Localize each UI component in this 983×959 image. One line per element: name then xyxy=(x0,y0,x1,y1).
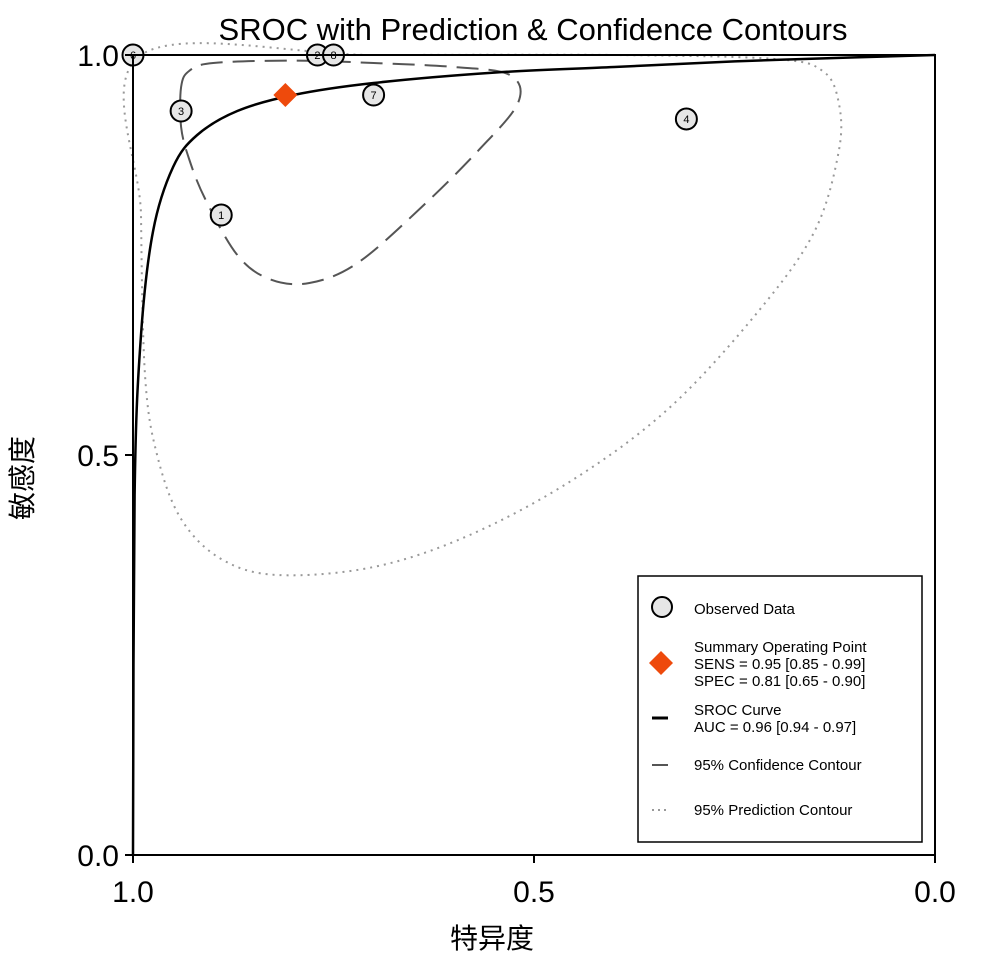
observed-point-4: 4 xyxy=(674,107,698,131)
sroc-curve xyxy=(131,53,936,856)
x-axis-label: 特异度 xyxy=(450,922,534,955)
legend-observed-marker xyxy=(651,596,673,618)
observed-point-marker xyxy=(362,83,386,107)
legend-sroc-auc: AUC = 0.96 [0.94 - 0.97] xyxy=(694,719,856,736)
x-tick-label: 0.5 xyxy=(513,876,555,909)
observed-point-marker xyxy=(209,203,233,227)
confidence-contour xyxy=(179,59,522,286)
observed-point-label: 4 xyxy=(683,114,689,126)
observed-point-label: 1 xyxy=(218,210,224,222)
observed-point-7: 7 xyxy=(362,83,386,107)
legend-summary-marker xyxy=(649,651,673,675)
prediction-contour xyxy=(122,42,843,577)
observed-point-3: 3 xyxy=(169,99,193,123)
legend-sroc-title: SROC Curve xyxy=(694,702,782,719)
x-tick-label: 0.0 xyxy=(914,876,956,909)
observed-point-1: 1 xyxy=(209,203,233,227)
chart-title: SROC with Prediction & Confidence Contou… xyxy=(219,12,848,47)
legend-observed-label: Observed Data xyxy=(694,601,796,618)
legend-box xyxy=(637,575,923,843)
legend: Observed Data Summary Operating Point SE… xyxy=(637,575,923,843)
legend-summary-spec: SPEC = 0.81 [0.65 - 0.90] xyxy=(694,673,865,690)
legend-prediction-label: 95% Prediction Contour xyxy=(694,802,852,819)
observed-point-marker xyxy=(169,99,193,123)
observed-point-label: 3 xyxy=(178,106,184,118)
x-tick-label: 1.0 xyxy=(112,876,154,909)
y-tick-label: 0.5 xyxy=(77,440,119,473)
y-tick-label: 0.0 xyxy=(77,840,119,873)
y-axis-label: 敏感度 xyxy=(6,436,39,520)
legend-summary-title: Summary Operating Point xyxy=(694,639,867,656)
observed-point-label: 7 xyxy=(371,90,377,102)
summary-operating-point xyxy=(273,83,298,107)
y-tick-label: 1.0 xyxy=(77,40,119,73)
legend-summary-sens: SENS = 0.95 [0.85 - 0.99] xyxy=(694,656,865,673)
legend-confidence-label: 95% Confidence Contour xyxy=(694,757,862,774)
observed-point-marker xyxy=(674,107,698,131)
